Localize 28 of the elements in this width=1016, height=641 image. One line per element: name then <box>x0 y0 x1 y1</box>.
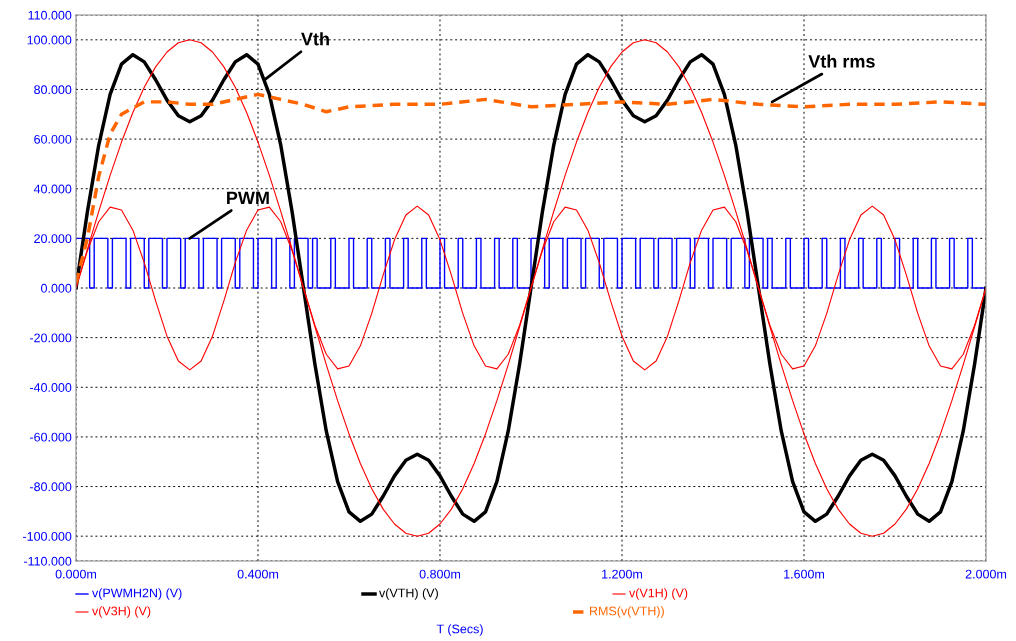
legend-label: v(V3H) (V) <box>92 606 151 618</box>
y-tick-label: 40.000 <box>33 184 72 194</box>
annotation: Vth <box>301 32 329 46</box>
y-tick-label: 80.000 <box>34 85 72 95</box>
y-tick-label: -110.000 <box>23 556 72 566</box>
x-tick-label: 0.800m <box>419 569 461 579</box>
y-tick-label: 60.000 <box>34 134 72 144</box>
legend-label: v(V1H) (V) <box>629 588 688 600</box>
x-axis-title: T (Secs) <box>436 624 483 636</box>
x-tick-label: 1.200m <box>602 569 643 579</box>
annotation: Vth rms <box>808 54 875 68</box>
y-tick-label: -80.000 <box>30 482 72 492</box>
y-tick-label: 110.000 <box>28 10 72 20</box>
y-tick-label: 20.000 <box>34 234 72 244</box>
x-tick-label: 0.400m <box>237 569 279 579</box>
y-tick-label: 100.000 <box>27 35 72 45</box>
legend-label: v(VTH) (V) <box>379 588 438 600</box>
y-tick-label: -40.000 <box>30 383 72 392</box>
x-tick-label: 2.000m <box>965 569 1007 579</box>
y-tick-label: 0.000 <box>41 283 72 293</box>
y-tick-label: -60.000 <box>30 432 72 442</box>
y-tick-label: -100.000 <box>23 531 72 541</box>
x-tick-label: 0.000m <box>55 569 97 579</box>
y-tick-label: -20.000 <box>30 333 72 343</box>
legend-label: RMS(v(VTH)) <box>590 606 664 618</box>
legend-label: v(PWMH2N) (V) <box>92 588 182 600</box>
x-tick-label: 1.600m <box>784 569 825 579</box>
annotation: PWM <box>227 191 269 205</box>
